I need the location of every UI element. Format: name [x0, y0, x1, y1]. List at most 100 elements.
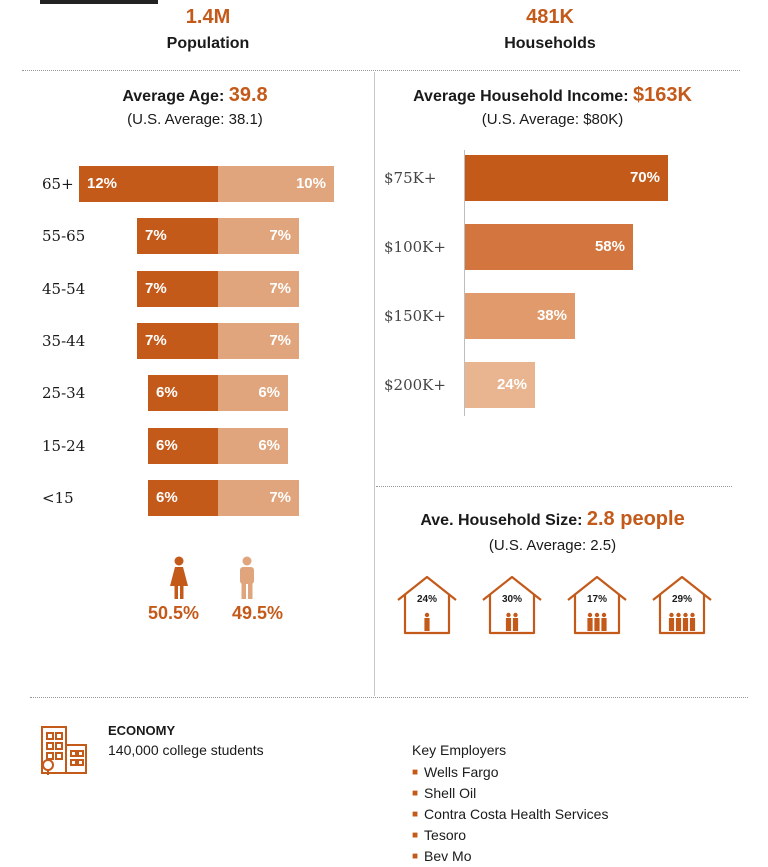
age-group-label: 35-44 — [42, 332, 86, 350]
age-group-label: <15 — [42, 489, 74, 507]
employer-item: ■ Shell Oil — [412, 785, 476, 801]
male-bar — [218, 375, 288, 411]
households-label: Households — [504, 35, 596, 52]
male-bar-label: 6% — [258, 384, 280, 401]
income-category-label: $200K+ — [384, 376, 446, 394]
male-percentage: 49.5% — [232, 603, 284, 623]
employer-item: ■ Wells Fargo — [412, 764, 498, 780]
person-icon — [505, 612, 512, 631]
female-icon — [170, 556, 188, 599]
house-percentage: 30% — [501, 594, 522, 605]
economy-text: 140,000 college students — [108, 742, 264, 758]
income-category-label: $75K+ — [384, 169, 437, 187]
household-size-subtitle: (U.S. Average: 2.5) — [488, 537, 617, 554]
female-percentage: 50.5% — [148, 603, 200, 623]
age-group-label: 55-65 — [42, 227, 86, 245]
house-percentage: 24% — [416, 594, 437, 605]
person-icon — [668, 612, 675, 631]
female-bar — [137, 323, 218, 359]
house-percentage: 17% — [586, 594, 607, 605]
female-bar-label: 6% — [156, 437, 178, 454]
male-bar — [218, 323, 299, 359]
house-percentage: 29% — [671, 594, 692, 605]
house-outline — [652, 575, 712, 635]
age-group-label: 25-34 — [42, 384, 86, 402]
household-size-houses: 24% 30% 17% 29% — [397, 575, 712, 635]
bullet-icon: ■ — [412, 809, 419, 820]
employer-name: Shell Oil — [424, 785, 477, 801]
age-pyramid-chart: 65+ 12% 10% 55-65 7% 7% 45-54 7% 7% 35-44 7% 7% 25-3… — [0, 0, 374, 700]
male-bar — [218, 218, 299, 254]
income-bar — [465, 224, 633, 270]
employer-name: Bev Mo — [424, 848, 472, 864]
population-kpi: 1.4M Population — [108, 6, 308, 53]
female-bar-label: 6% — [156, 384, 178, 401]
person-icon — [601, 612, 607, 631]
age-subtitle: (U.S. Average: 38.1) — [127, 111, 263, 128]
female-bar-label: 7% — [145, 332, 167, 349]
male-bar — [218, 166, 334, 202]
male-bar — [218, 480, 299, 516]
income-category-label: $150K+ — [384, 307, 446, 325]
households-value: 481K — [526, 6, 574, 28]
male-bar-label: 7% — [269, 280, 291, 297]
bullet-icon: ■ — [412, 788, 419, 799]
female-bar — [148, 428, 218, 464]
income-title: Average Household Income: $163K — [413, 84, 692, 106]
female-bar — [79, 166, 218, 202]
person-icon — [424, 612, 430, 631]
employer-item: ■ Bev Mo — [412, 848, 472, 864]
female-bar-label: 7% — [145, 280, 167, 297]
bullet-icon: ■ — [412, 767, 419, 778]
person-icon — [689, 612, 696, 631]
household-size-header: Ave. Household Size: 2.8 people (U.S. Av… — [385, 508, 720, 554]
male-bar-label: 7% — [269, 489, 291, 506]
building-icon — [41, 726, 87, 775]
male-bar — [218, 271, 299, 307]
income-bar-chart: $75K+ 70% $100K+ 58% $150K+ 38% $200K+ 24% — [384, 155, 668, 408]
person-icon — [587, 612, 593, 631]
bullet-icon: ■ — [412, 851, 419, 862]
male-bar — [218, 428, 288, 464]
female-bar — [137, 218, 218, 254]
households-kpi: 481K Households — [450, 6, 650, 53]
bullet-icon: ■ — [412, 830, 419, 841]
key-employers-label: Key Employers — [412, 742, 507, 758]
income-bar — [465, 155, 668, 201]
income-category-label: $100K+ — [384, 238, 446, 256]
house-icon — [482, 575, 542, 635]
divider-right-mid — [376, 486, 732, 487]
male-bar-label: 7% — [269, 332, 291, 349]
age-group-label: 45-54 — [42, 280, 86, 298]
female-bar-label: 7% — [145, 227, 167, 244]
house-outline — [397, 575, 457, 635]
income-bar — [465, 362, 535, 408]
economy-title: ECONOMY — [108, 723, 176, 738]
age-group-label: 15-24 — [42, 437, 86, 455]
income-bar-label: 38% — [536, 307, 567, 324]
income-subtitle: (U.S. Average: $80K) — [481, 111, 624, 128]
income-bar-label: 24% — [496, 376, 527, 393]
person-icon — [512, 612, 519, 631]
female-bar — [148, 375, 218, 411]
male-icon — [240, 556, 254, 599]
male-bar-label: 6% — [258, 437, 280, 454]
employer-name: Contra Costa Health Services — [424, 806, 609, 822]
employer-name: Wells Fargo — [424, 764, 499, 780]
house-icon — [567, 575, 627, 635]
income-header: Average Household Income: $163K (U.S. Av… — [385, 84, 720, 128]
person-icon — [682, 612, 689, 631]
female-bar — [148, 480, 218, 516]
female-bar — [137, 271, 218, 307]
income-axis-line — [464, 150, 465, 416]
age-title: Average Age: 39.8 — [122, 84, 268, 106]
divider-vertical — [374, 72, 375, 696]
female-bar-label: 6% — [156, 489, 178, 506]
household-size-title: Ave. Household Size: 2.8 people — [420, 508, 685, 530]
population-label: Population — [166, 35, 250, 52]
divider-bottom — [30, 697, 748, 698]
employer-name: Tesoro — [424, 827, 467, 843]
male-bar-label: 7% — [269, 227, 291, 244]
house-outline — [482, 575, 542, 635]
person-icon — [675, 612, 682, 631]
